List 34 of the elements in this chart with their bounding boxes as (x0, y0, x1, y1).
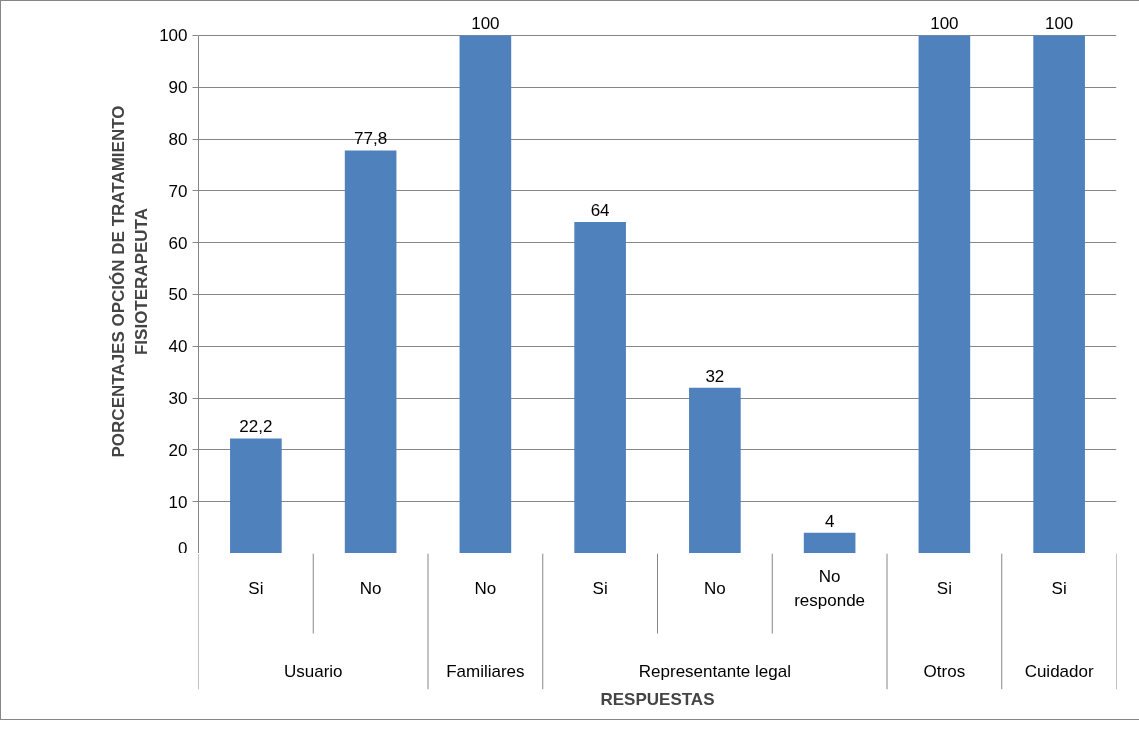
y-tick-label: 10 (168, 492, 188, 512)
x-tick-label: Si (1051, 579, 1067, 598)
data-label: 32 (705, 366, 725, 386)
x-tick-label: Si (936, 579, 952, 598)
x-tick-label: No (474, 579, 497, 598)
y-tick-label: 30 (168, 389, 188, 409)
data-label: 22,2 (239, 417, 273, 437)
text: Usuario (283, 662, 343, 681)
text: Cuidador (1024, 662, 1094, 681)
data-label: 77,8 (354, 129, 388, 149)
y-tick-label: 20 (168, 440, 188, 460)
data-label: 64 (590, 200, 610, 220)
x-tick-label: Si (592, 579, 608, 598)
x-tick-label: Si (248, 579, 264, 598)
text: Familiares (446, 662, 525, 681)
text: Otros (923, 662, 966, 681)
y-tick-label: 0 (178, 538, 188, 558)
x-tick-label: No responde (794, 567, 866, 610)
y-tick-label: 80 (168, 130, 188, 150)
y-tick-label: 40 (168, 337, 188, 357)
y-tick-label: 60 (168, 233, 188, 253)
y-tick-label: 70 (168, 181, 188, 201)
text: Representante legal (638, 662, 791, 681)
data-label: 100 (930, 14, 959, 34)
x-tick-label: No (359, 579, 382, 598)
x-axis-title: RESPUESTAS (600, 689, 715, 709)
y-tick-label: 100 (159, 26, 188, 46)
x-tick-label: No (704, 579, 726, 598)
y-axis-title: PORCENTAJES OPCIÓN DE TRATAMIENTO FISIOTERAPEUTA (109, 105, 152, 458)
y-tick-label: 50 (168, 285, 188, 305)
data-label: 100 (471, 14, 500, 34)
data-label: 4 (824, 511, 835, 531)
data-label: 100 (1044, 14, 1074, 34)
y-tick-label: 90 (168, 78, 188, 98)
